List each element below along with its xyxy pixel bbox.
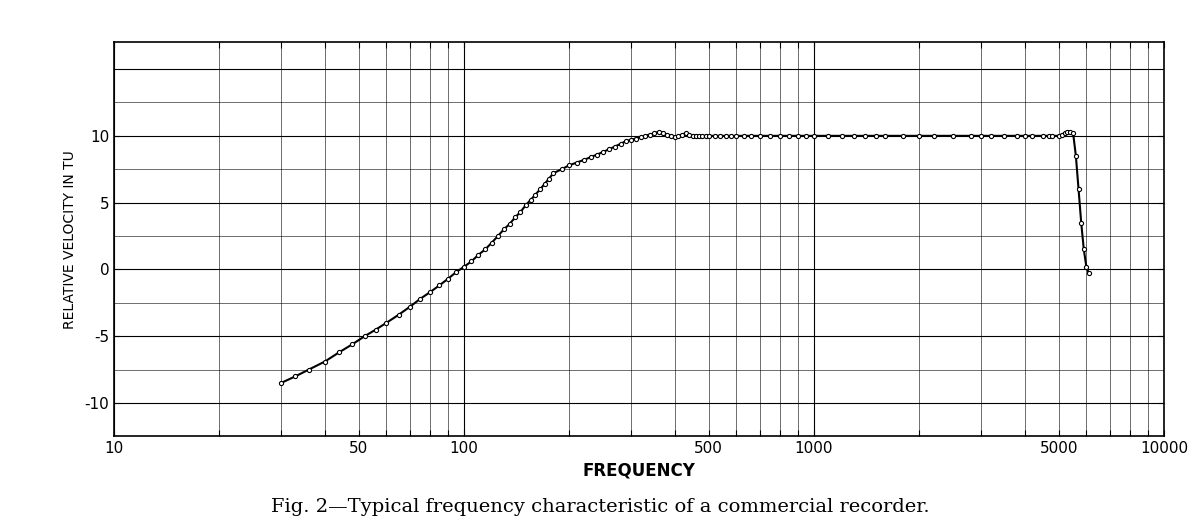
Y-axis label: RELATIVE VELOCITY IN TU: RELATIVE VELOCITY IN TU xyxy=(64,150,78,329)
X-axis label: FREQUENCY: FREQUENCY xyxy=(582,462,696,480)
Text: Fig. 2—Typical frequency characteristic of a commercial recorder.: Fig. 2—Typical frequency characteristic … xyxy=(271,498,929,516)
